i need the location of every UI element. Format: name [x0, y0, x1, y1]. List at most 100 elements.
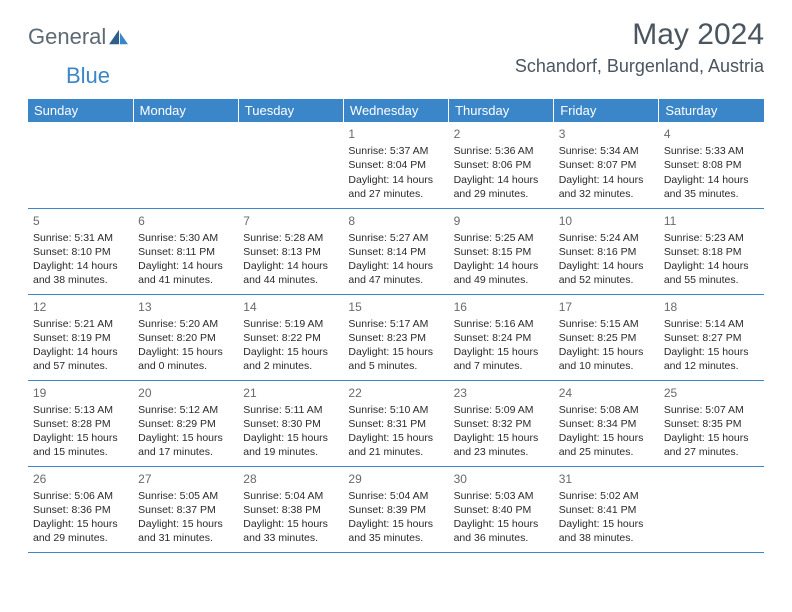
day-number: 21	[243, 385, 338, 401]
calendar-week-row: 1Sunrise: 5:37 AMSunset: 8:04 PMDaylight…	[28, 122, 764, 208]
calendar-day-cell: 11 Sunrise: 5:23 AMSunset: 8:18 PMDayligh…	[659, 208, 764, 294]
weekday-header: Wednesday	[343, 99, 448, 122]
daylight-line: Daylight: 14 hours and 32 minutes.	[559, 173, 654, 201]
sunset-line: Sunset: 8:06 PM	[454, 158, 549, 172]
calendar-day-cell: 10Sunrise: 5:24 AMSunset: 8:16 PMDayligh…	[554, 208, 659, 294]
sunrise-line: Sunrise: 5:14 AM	[664, 317, 759, 331]
calendar-day-cell: 1Sunrise: 5:37 AMSunset: 8:04 PMDaylight…	[343, 122, 448, 208]
sunset-line: Sunset: 8:24 PM	[454, 331, 549, 345]
calendar-empty-cell	[28, 122, 133, 208]
logo-sail-icon	[108, 28, 130, 46]
daylight-line: Daylight: 14 hours and 57 minutes.	[33, 345, 128, 373]
calendar-header-row: SundayMondayTuesdayWednesdayThursdayFrid…	[28, 99, 764, 122]
daylight-line: Daylight: 14 hours and 27 minutes.	[348, 173, 443, 201]
daylight-line: Daylight: 14 hours and 41 minutes.	[138, 259, 233, 287]
daylight-line: Daylight: 15 hours and 10 minutes.	[559, 345, 654, 373]
day-number: 30	[454, 471, 549, 487]
daylight-line: Daylight: 15 hours and 33 minutes.	[243, 517, 338, 545]
daylight-line: Daylight: 14 hours and 38 minutes.	[33, 259, 128, 287]
sunset-line: Sunset: 8:10 PM	[33, 245, 128, 259]
daylight-line: Daylight: 15 hours and 29 minutes.	[33, 517, 128, 545]
calendar-day-cell: 24Sunrise: 5:08 AMSunset: 8:34 PMDayligh…	[554, 380, 659, 466]
sunset-line: Sunset: 8:36 PM	[33, 503, 128, 517]
daylight-line: Daylight: 15 hours and 7 minutes.	[454, 345, 549, 373]
day-number: 18	[664, 299, 759, 315]
daylight-line: Daylight: 15 hours and 15 minutes.	[33, 431, 128, 459]
sunrise-line: Sunrise: 5:11 AM	[243, 403, 338, 417]
sunrise-line: Sunrise: 5:27 AM	[348, 231, 443, 245]
day-number: 11	[664, 213, 759, 229]
calendar-day-cell: 29Sunrise: 5:04 AMSunset: 8:39 PMDayligh…	[343, 466, 448, 552]
sunrise-line: Sunrise: 5:34 AM	[559, 144, 654, 158]
calendar-week-row: 12Sunrise: 5:21 AMSunset: 8:19 PMDayligh…	[28, 294, 764, 380]
daylight-line: Daylight: 15 hours and 35 minutes.	[348, 517, 443, 545]
calendar-day-cell: 14Sunrise: 5:19 AMSunset: 8:22 PMDayligh…	[238, 294, 343, 380]
calendar-day-cell: 18Sunrise: 5:14 AMSunset: 8:27 PMDayligh…	[659, 294, 764, 380]
calendar-day-cell: 12Sunrise: 5:21 AMSunset: 8:19 PMDayligh…	[28, 294, 133, 380]
day-number: 22	[348, 385, 443, 401]
calendar-day-cell: 17Sunrise: 5:15 AMSunset: 8:25 PMDayligh…	[554, 294, 659, 380]
sunset-line: Sunset: 8:14 PM	[348, 245, 443, 259]
daylight-line: Daylight: 15 hours and 17 minutes.	[138, 431, 233, 459]
daylight-line: Daylight: 14 hours and 47 minutes.	[348, 259, 443, 287]
daylight-line: Daylight: 15 hours and 38 minutes.	[559, 517, 654, 545]
sunset-line: Sunset: 8:11 PM	[138, 245, 233, 259]
sunset-line: Sunset: 8:18 PM	[664, 245, 759, 259]
sunrise-line: Sunrise: 5:23 AM	[664, 231, 759, 245]
daylight-line: Daylight: 15 hours and 19 minutes.	[243, 431, 338, 459]
calendar-empty-cell	[659, 466, 764, 552]
calendar-day-cell: 15Sunrise: 5:17 AMSunset: 8:23 PMDayligh…	[343, 294, 448, 380]
sunset-line: Sunset: 8:04 PM	[348, 158, 443, 172]
day-number: 16	[454, 299, 549, 315]
day-number: 27	[138, 471, 233, 487]
day-number: 17	[559, 299, 654, 315]
weekday-header: Saturday	[659, 99, 764, 122]
sunrise-line: Sunrise: 5:17 AM	[348, 317, 443, 331]
calendar-day-cell: 7Sunrise: 5:28 AMSunset: 8:13 PMDaylight…	[238, 208, 343, 294]
sunset-line: Sunset: 8:41 PM	[559, 503, 654, 517]
sunrise-line: Sunrise: 5:16 AM	[454, 317, 549, 331]
calendar-day-cell: 5Sunrise: 5:31 AMSunset: 8:10 PMDaylight…	[28, 208, 133, 294]
daylight-line: Daylight: 15 hours and 36 minutes.	[454, 517, 549, 545]
daylight-line: Daylight: 14 hours and 35 minutes.	[664, 173, 759, 201]
daylight-line: Daylight: 15 hours and 27 minutes.	[664, 431, 759, 459]
weekday-header: Tuesday	[238, 99, 343, 122]
sunrise-line: Sunrise: 5:04 AM	[348, 489, 443, 503]
day-number: 2	[454, 126, 549, 142]
daylight-line: Daylight: 15 hours and 23 minutes.	[454, 431, 549, 459]
daylight-line: Daylight: 15 hours and 31 minutes.	[138, 517, 233, 545]
day-number: 3	[559, 126, 654, 142]
sunrise-line: Sunrise: 5:28 AM	[243, 231, 338, 245]
sunset-line: Sunset: 8:22 PM	[243, 331, 338, 345]
calendar-empty-cell	[133, 122, 238, 208]
day-number: 29	[348, 471, 443, 487]
sunset-line: Sunset: 8:16 PM	[559, 245, 654, 259]
calendar-day-cell: 22Sunrise: 5:10 AMSunset: 8:31 PMDayligh…	[343, 380, 448, 466]
weekday-header: Sunday	[28, 99, 133, 122]
logo: General	[28, 18, 132, 50]
sunset-line: Sunset: 8:31 PM	[348, 417, 443, 431]
sunrise-line: Sunrise: 5:20 AM	[138, 317, 233, 331]
calendar-day-cell: 4Sunrise: 5:33 AMSunset: 8:08 PMDaylight…	[659, 122, 764, 208]
sunset-line: Sunset: 8:19 PM	[33, 331, 128, 345]
sunrise-line: Sunrise: 5:04 AM	[243, 489, 338, 503]
sunrise-line: Sunrise: 5:15 AM	[559, 317, 654, 331]
daylight-line: Daylight: 14 hours and 44 minutes.	[243, 259, 338, 287]
daylight-line: Daylight: 14 hours and 55 minutes.	[664, 259, 759, 287]
day-number: 14	[243, 299, 338, 315]
title-block: May 2024 Schandorf, Burgenland, Austria	[515, 18, 764, 77]
day-number: 15	[348, 299, 443, 315]
calendar-body: 1Sunrise: 5:37 AMSunset: 8:04 PMDaylight…	[28, 122, 764, 552]
daylight-line: Daylight: 15 hours and 21 minutes.	[348, 431, 443, 459]
calendar-day-cell: 9Sunrise: 5:25 AMSunset: 8:15 PMDaylight…	[449, 208, 554, 294]
daylight-line: Daylight: 15 hours and 2 minutes.	[243, 345, 338, 373]
daylight-line: Daylight: 15 hours and 12 minutes.	[664, 345, 759, 373]
calendar-empty-cell	[238, 122, 343, 208]
sunset-line: Sunset: 8:20 PM	[138, 331, 233, 345]
sunset-line: Sunset: 8:30 PM	[243, 417, 338, 431]
day-number: 5	[33, 213, 128, 229]
day-number: 7	[243, 213, 338, 229]
day-number: 1	[348, 126, 443, 142]
sunrise-line: Sunrise: 5:09 AM	[454, 403, 549, 417]
sunrise-line: Sunrise: 5:33 AM	[664, 144, 759, 158]
